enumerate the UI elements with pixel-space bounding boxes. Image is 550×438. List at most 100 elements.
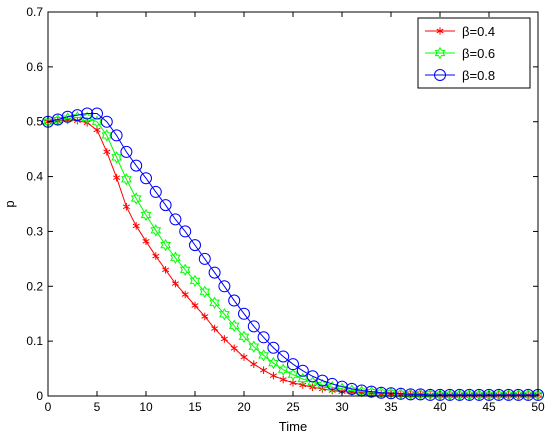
data-point: [296, 364, 309, 377]
series-line-2: [47, 116, 538, 396]
legend-marker: [434, 46, 446, 60]
legend-marker: [436, 27, 444, 35]
data-point: [61, 110, 74, 123]
legend-item: β=0.8: [425, 68, 495, 83]
data-point: [113, 173, 121, 182]
data-point: [211, 324, 219, 333]
x-tick-label: 30: [335, 400, 349, 414]
data-point: [159, 199, 172, 212]
data-point: [208, 266, 221, 279]
data-point: [492, 388, 505, 401]
legend-item: β=0.6: [425, 46, 495, 61]
x-tick-label: 10: [139, 400, 153, 414]
data-point: [189, 274, 201, 288]
data-point: [434, 388, 446, 401]
data-point: [160, 238, 171, 252]
data-point: [277, 350, 290, 363]
data-point: [250, 360, 258, 368]
data-point: [267, 341, 280, 354]
data-point: [169, 213, 182, 226]
data-point: [140, 208, 152, 222]
data-point: [181, 290, 189, 299]
y-tick-label: 0.3: [26, 224, 43, 238]
x-tick-label: 5: [94, 400, 101, 414]
data-point: [132, 222, 140, 230]
y-tick-label: 0.7: [26, 5, 43, 19]
series-line-1: [47, 119, 538, 396]
x-axis-label: Time: [279, 419, 307, 434]
data-point: [394, 387, 407, 400]
data-point: [268, 356, 279, 370]
data-point: [385, 387, 397, 400]
data-point: [257, 331, 270, 344]
data-point: [240, 353, 248, 361]
data-point: [111, 151, 122, 164]
data-point: [279, 375, 287, 384]
data-point: [414, 388, 427, 401]
data-point: [230, 344, 238, 353]
data-point: [463, 388, 476, 401]
data-point: [345, 382, 358, 395]
data-point: [198, 252, 211, 265]
data-point: [130, 159, 143, 172]
data-point: [121, 173, 132, 186]
data-point: [260, 366, 268, 375]
data-point: [103, 148, 111, 156]
data-point: [424, 388, 437, 401]
y-tick-label: 0.2: [26, 279, 43, 293]
data-point: [277, 363, 289, 376]
data-point: [218, 280, 231, 293]
data-point: [170, 251, 181, 264]
data-point: [81, 107, 94, 120]
data-point: [91, 107, 103, 120]
data-point: [171, 279, 179, 288]
data-point: [306, 370, 319, 383]
y-tick-label: 0: [36, 389, 43, 403]
data-point: [142, 237, 150, 246]
data-point: [100, 115, 113, 128]
legend-item: β=0.4: [425, 24, 495, 39]
x-tick-label: 35: [384, 400, 398, 414]
data-point: [162, 266, 170, 274]
data-point: [238, 330, 250, 343]
legend: β=0.4 β=0.6 β=0.8: [417, 17, 531, 89]
data-point: [149, 185, 162, 198]
data-point: [404, 388, 417, 401]
y-tick-label: 0.6: [26, 60, 43, 74]
series-3: [42, 107, 544, 401]
series-layer: [42, 107, 544, 402]
series-2: [42, 111, 544, 402]
data-point: [228, 319, 240, 332]
data-point: [228, 294, 241, 307]
data-point: [258, 349, 269, 362]
data-point: [140, 172, 152, 185]
data-point: [201, 312, 209, 321]
data-point: [483, 388, 495, 401]
data-point: [122, 202, 130, 211]
data-point: [71, 109, 84, 122]
data-point: [130, 192, 142, 205]
data-point: [443, 388, 456, 401]
data-point: [287, 358, 299, 371]
data-point: [453, 388, 466, 401]
data-point: [247, 320, 260, 333]
x-tick-label: 40: [433, 400, 447, 414]
data-point: [179, 225, 192, 238]
ticks-layer: 0 5 10 15 20 25 30 35 40 45 50 0 0.1 0.2 0.3 0.4 0.5 0.6 0…: [26, 5, 545, 414]
data-point: [199, 285, 211, 298]
y-tick-label: 0.4: [26, 170, 43, 184]
legend-label: β=0.8: [462, 68, 495, 83]
data-point: [191, 301, 199, 310]
x-tick-label: 50: [531, 400, 545, 414]
x-tick-label: 25: [286, 400, 300, 414]
legend-label: β=0.6: [462, 46, 495, 61]
y-tick-label: 0.1: [26, 334, 43, 348]
series-1: [44, 116, 542, 399]
data-point: [269, 371, 277, 380]
series-line-3: [47, 112, 538, 396]
legend-marker: [434, 69, 446, 81]
x-tick-label: 15: [188, 400, 202, 414]
x-tick-label: 20: [237, 400, 251, 414]
